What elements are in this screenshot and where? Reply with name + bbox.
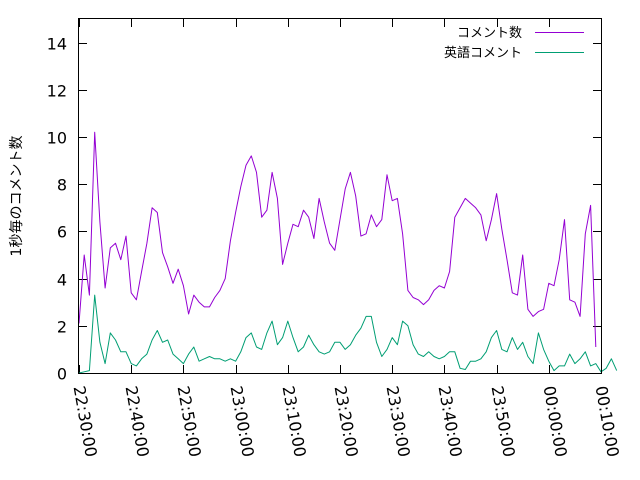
plot-frame	[78, 18, 602, 374]
y-tick-label: 8	[57, 176, 67, 195]
y-tick-label: 4	[57, 271, 67, 290]
y-axis-label: 1秒毎のコメント数	[9, 136, 25, 257]
series-line-0	[78, 131, 597, 348]
y-tick-label: 2	[57, 318, 67, 337]
y-axis-ticks: 0 2 4 6 8 10 12 14	[47, 35, 601, 384]
legend-label-comment-count: コメント数	[457, 26, 522, 41]
y-tick-label: 14	[47, 35, 67, 54]
series-line-1	[78, 294, 618, 374]
series-lines	[78, 131, 618, 374]
y-tick-label: 0	[57, 365, 67, 384]
y-tick-label: 6	[57, 223, 67, 242]
legend: コメント数 英語コメント	[444, 26, 584, 61]
y-tick-label: 10	[47, 129, 67, 148]
y-tick-label: 12	[47, 82, 67, 101]
legend-label-english-comment: 英語コメント	[444, 45, 522, 61]
